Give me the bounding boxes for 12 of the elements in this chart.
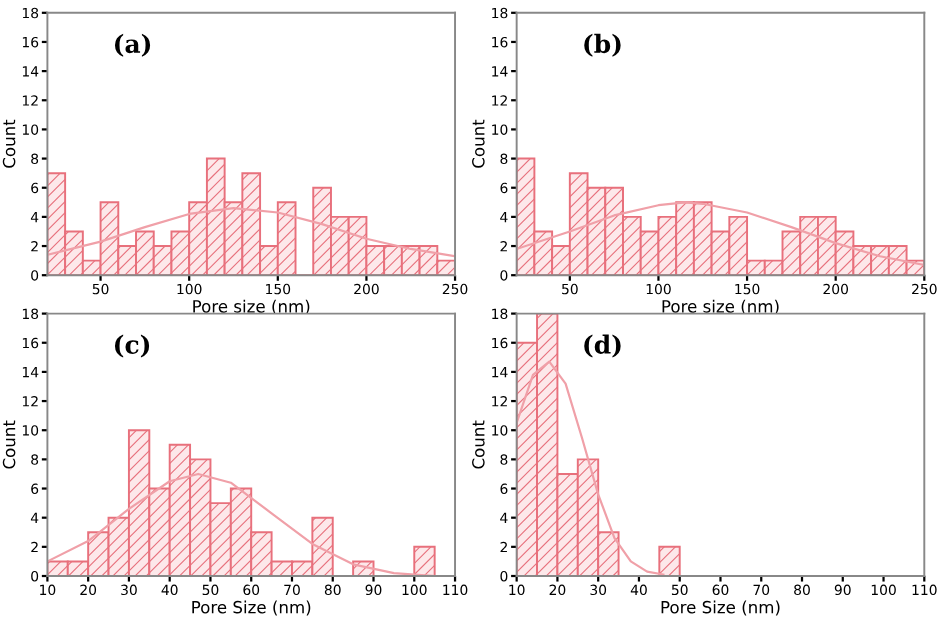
x-axis-title: Pore Size (nm) [661, 600, 780, 616]
x-axis-title: Pore size (nm) [662, 299, 779, 315]
annotation: (a) [114, 33, 151, 57]
x-axis-title: Pore Size (nm) [192, 600, 311, 616]
annotation: (b) [584, 33, 621, 57]
y-axis-title: Count [2, 420, 16, 469]
x-axis-title: Pore size (nm) [193, 299, 310, 315]
y-axis-title: Count [2, 119, 16, 168]
y-axis-title: Count [472, 420, 485, 469]
annotation: (d) [584, 334, 621, 358]
y-axis-title: Count [472, 119, 485, 168]
annotation: (c) [114, 334, 150, 358]
